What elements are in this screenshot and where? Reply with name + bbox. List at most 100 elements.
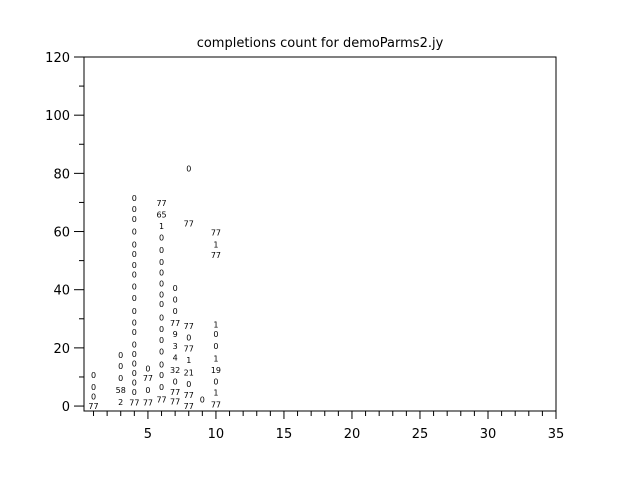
data-label: 0: [91, 383, 96, 392]
data-label: 9: [173, 330, 178, 339]
data-label: 0: [159, 300, 164, 309]
data-label: 0: [118, 351, 123, 360]
data-label: 0: [159, 246, 164, 255]
y-tick-label: 120: [45, 51, 70, 66]
data-label: 0: [213, 330, 218, 339]
data-label: 77: [184, 219, 194, 228]
data-label: 1: [213, 240, 218, 249]
data-label: 0: [159, 360, 164, 369]
data-label: 1: [213, 354, 218, 363]
data-label: 0: [173, 284, 178, 293]
data-label: 0: [91, 371, 96, 380]
data-label: 0: [91, 393, 96, 402]
data-label: 0: [186, 164, 191, 173]
data-label: 0: [132, 294, 137, 303]
data-label: 77: [211, 400, 221, 409]
data-label: 0: [132, 228, 137, 237]
data-label: 0: [132, 215, 137, 224]
data-label: 0: [145, 365, 150, 374]
data-label: 0: [159, 291, 164, 300]
data-label: 0: [132, 318, 137, 327]
data-label: 0: [132, 307, 137, 316]
y-tick-label: 20: [53, 342, 70, 357]
data-label: 77: [211, 251, 221, 260]
data-label: 1: [213, 321, 218, 330]
data-label: 0: [159, 348, 164, 357]
data-label: 77: [88, 402, 98, 411]
data-label: 77: [184, 391, 194, 400]
data-label: 77: [143, 398, 153, 407]
data-label: 0: [132, 240, 137, 249]
x-tick-label: 30: [480, 427, 497, 442]
data-label: 77: [129, 398, 139, 407]
data-label: 0: [132, 283, 137, 292]
data-label: 77: [143, 374, 153, 383]
data-label: 77: [156, 199, 166, 208]
data-label: 0: [159, 268, 164, 277]
x-tick-label: 25: [412, 427, 429, 442]
data-label: 58: [116, 386, 126, 395]
data-label: 0: [173, 378, 178, 387]
data-label: 0: [132, 378, 137, 387]
data-label: 0: [145, 386, 150, 395]
data-label: 77: [184, 322, 194, 331]
data-label: 1: [213, 388, 218, 397]
data-label: 0: [132, 350, 137, 359]
data-label: 77: [156, 395, 166, 404]
data-label: 0: [213, 342, 218, 351]
data-labels: 7700025800077000000000000000000077077077…: [88, 164, 221, 411]
data-label: 0: [159, 336, 164, 345]
data-label: 0: [159, 371, 164, 380]
data-label: 0: [132, 340, 137, 349]
data-label: 1: [186, 356, 191, 365]
data-label: 0: [200, 395, 205, 404]
data-label: 3: [173, 342, 178, 351]
data-label: 0: [159, 325, 164, 334]
y-tick-label: 0: [62, 400, 70, 415]
data-label: 0: [118, 362, 123, 371]
data-label: 77: [211, 228, 221, 237]
data-label: 2: [118, 398, 123, 407]
data-label: 77: [170, 398, 180, 407]
data-label: 0: [132, 359, 137, 368]
x-tick-label: 20: [344, 427, 361, 442]
data-label: 77: [170, 388, 180, 397]
chart-title: completions count for demoParms2.jy: [197, 36, 444, 51]
data-label: 19: [211, 366, 221, 375]
data-label: 1: [159, 222, 164, 231]
data-label: 0: [173, 307, 178, 316]
y-tick-label: 100: [45, 109, 70, 124]
x-tick-label: 15: [276, 427, 293, 442]
y-tick-label: 60: [53, 226, 70, 241]
y-tick-label: 80: [53, 167, 70, 182]
data-label: 65: [156, 210, 166, 219]
data-label: 0: [132, 250, 137, 259]
data-label: 0: [186, 333, 191, 342]
data-label: 0: [159, 258, 164, 267]
data-label: 0: [159, 234, 164, 243]
data-label: 77: [184, 344, 194, 353]
data-label: 0: [132, 194, 137, 203]
data-label: 0: [159, 383, 164, 392]
data-label: 0: [159, 279, 164, 288]
data-label: 21: [184, 368, 194, 377]
x-tick-label: 5: [144, 427, 152, 442]
data-label: 0: [173, 295, 178, 304]
data-label: 0: [132, 328, 137, 337]
data-label: 4: [173, 353, 178, 362]
data-label: 0: [118, 374, 123, 383]
data-label: 0: [132, 261, 137, 270]
x-tick-label: 35: [548, 427, 565, 442]
data-label: 0: [213, 378, 218, 387]
data-label: 77: [170, 319, 180, 328]
data-label: 0: [132, 388, 137, 397]
data-label: 0: [186, 380, 191, 389]
data-label: 0: [132, 205, 137, 214]
data-label: 0: [132, 270, 137, 279]
data-label: 77: [184, 402, 194, 411]
y-tick-label: 40: [53, 284, 70, 299]
data-label: 0: [132, 369, 137, 378]
data-label: 32: [170, 366, 180, 375]
